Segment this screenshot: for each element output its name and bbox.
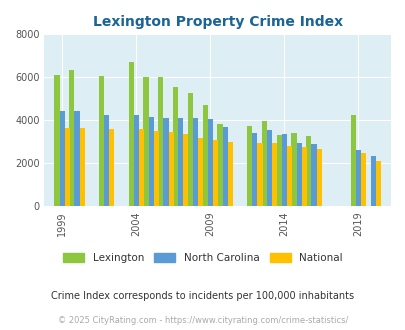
- Bar: [252, 133, 257, 206]
- Bar: [257, 143, 262, 206]
- Bar: [217, 123, 222, 206]
- Bar: [316, 149, 321, 206]
- Bar: [99, 76, 104, 206]
- Bar: [192, 118, 198, 206]
- Bar: [202, 105, 207, 206]
- Bar: [168, 132, 173, 206]
- Bar: [74, 111, 79, 206]
- Bar: [266, 130, 271, 206]
- Bar: [187, 93, 192, 206]
- Bar: [148, 117, 153, 206]
- Text: Crime Index corresponds to incidents per 100,000 inhabitants: Crime Index corresponds to incidents per…: [51, 291, 354, 301]
- Bar: [261, 121, 266, 206]
- Bar: [143, 77, 148, 206]
- Bar: [128, 62, 133, 206]
- Bar: [178, 118, 183, 206]
- Text: © 2025 CityRating.com - https://www.cityrating.com/crime-statistics/: © 2025 CityRating.com - https://www.city…: [58, 316, 347, 325]
- Bar: [360, 152, 365, 206]
- Bar: [355, 150, 360, 206]
- Bar: [375, 161, 380, 206]
- Bar: [139, 129, 144, 206]
- Bar: [296, 143, 301, 206]
- Bar: [370, 156, 375, 206]
- Bar: [222, 127, 227, 206]
- Bar: [311, 144, 316, 206]
- Bar: [173, 87, 178, 206]
- Bar: [286, 146, 292, 206]
- Bar: [109, 129, 114, 206]
- Bar: [207, 119, 212, 206]
- Bar: [133, 115, 139, 206]
- Bar: [153, 131, 158, 206]
- Bar: [271, 143, 277, 206]
- Bar: [246, 126, 252, 206]
- Bar: [163, 118, 168, 206]
- Bar: [276, 135, 281, 206]
- Bar: [60, 111, 65, 206]
- Bar: [301, 147, 306, 206]
- Bar: [227, 142, 232, 206]
- Bar: [69, 70, 74, 206]
- Bar: [281, 134, 286, 206]
- Bar: [198, 138, 203, 206]
- Bar: [65, 128, 70, 206]
- Legend: Lexington, North Carolina, National: Lexington, North Carolina, National: [59, 248, 346, 267]
- Bar: [350, 115, 355, 206]
- Bar: [212, 140, 217, 206]
- Bar: [104, 115, 109, 206]
- Bar: [291, 133, 296, 206]
- Title: Lexington Property Crime Index: Lexington Property Crime Index: [92, 15, 342, 29]
- Bar: [183, 134, 188, 206]
- Bar: [158, 77, 163, 206]
- Bar: [305, 136, 311, 206]
- Bar: [79, 128, 85, 206]
- Bar: [54, 75, 60, 206]
